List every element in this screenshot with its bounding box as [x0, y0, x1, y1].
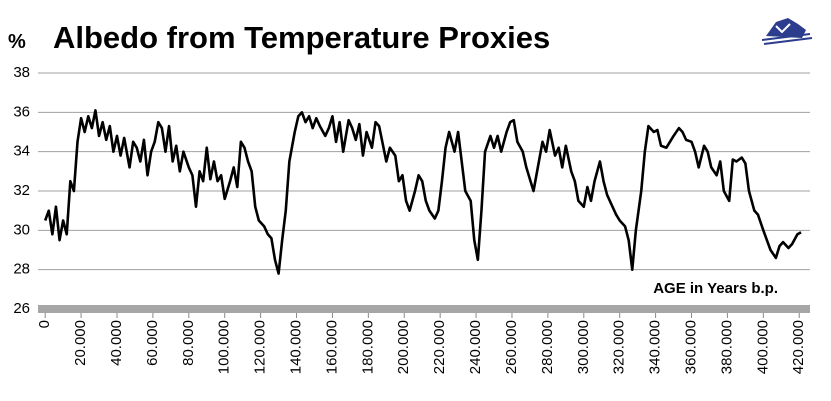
- y-tick-label: 36: [13, 103, 30, 120]
- x-tick-label: 280.000: [539, 320, 556, 374]
- x-tick-label: 0: [36, 320, 53, 328]
- x-tick-label: 300.000: [575, 320, 592, 374]
- y-tick-label: 28: [13, 261, 30, 278]
- x-tick-label: 160.000: [323, 320, 340, 374]
- x-tick-label: 260.000: [503, 320, 520, 374]
- x-tick-label: 220.000: [431, 320, 448, 374]
- y-tick-label: 26: [13, 300, 30, 317]
- chart-title: Albedo from Temperature Proxies: [53, 20, 550, 55]
- x-tick-label: 60.000: [144, 320, 161, 366]
- x-tick-label: 360.000: [682, 320, 699, 374]
- x-axis-band: [38, 305, 810, 313]
- x-tick-label: 100.000: [216, 320, 233, 374]
- data-line: [43, 109, 802, 275]
- x-tick-label: 180.000: [359, 320, 376, 374]
- y-tick-label: 30: [13, 221, 30, 238]
- y-tick-label: 38: [13, 64, 30, 81]
- y-axis-label: %: [8, 31, 26, 53]
- annotation: AGE in Years b.p.: [653, 280, 778, 297]
- x-tick-label: 20.000: [72, 320, 89, 366]
- x-tick-label: 200.000: [395, 320, 412, 374]
- x-tick-label: 380.000: [718, 320, 735, 374]
- x-tick-label: 40.000: [108, 320, 125, 366]
- y-tick-label: 32: [13, 182, 30, 199]
- x-tick-label: 80.000: [180, 320, 197, 366]
- x-tick-label: 240.000: [467, 320, 484, 374]
- y-tick-label: 34: [13, 143, 30, 160]
- x-tick-label: 400.000: [754, 320, 771, 374]
- x-tick-label: 340.000: [647, 320, 664, 374]
- x-tick-label: 120.000: [252, 320, 269, 374]
- logo: [761, 18, 813, 45]
- x-tick-label: 320.000: [611, 320, 628, 374]
- x-tick-label: 420.000: [790, 320, 807, 374]
- x-tick-label: 140.000: [287, 320, 304, 374]
